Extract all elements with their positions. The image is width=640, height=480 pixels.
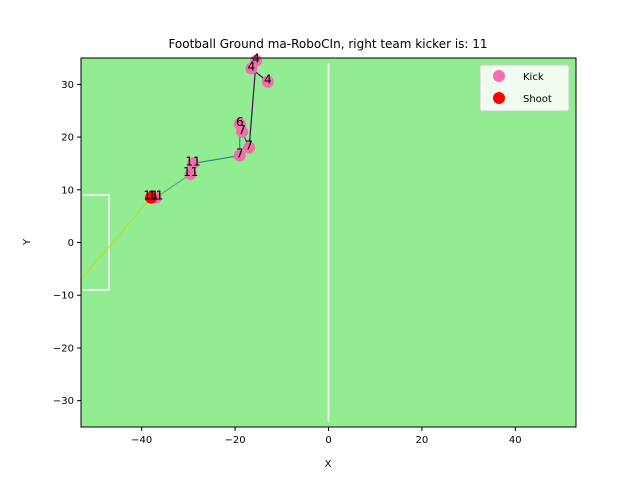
point-label-1: 4 (248, 60, 256, 74)
legend-shoot-marker (493, 92, 505, 104)
y-tick-label-1: −20 (53, 343, 74, 354)
kick-point-8 (184, 167, 197, 180)
point-label-2: 4 (252, 52, 260, 66)
kick-point-6 (233, 149, 246, 162)
point-label-8: 11 (183, 165, 198, 179)
point-label-7: 11 (185, 154, 200, 168)
x-tick-label-2: 0 (325, 435, 331, 446)
kick-point-0 (261, 75, 274, 88)
legend: Kick Shoot (479, 64, 570, 112)
x-axis-ticks: −40 −20 0 20 40 (131, 427, 522, 446)
point-label-9: 11 (148, 189, 163, 203)
y-tick-label-3: 0 (68, 238, 74, 249)
field-line-1 (83, 194, 110, 291)
trajectory-segment-2 (248, 60, 257, 148)
y-tick-label-2: −10 (53, 291, 74, 302)
trajectory-segment-6 (192, 154, 240, 165)
kick-point-3 (243, 141, 256, 154)
legend-kick-label: Kick (523, 72, 544, 83)
y-tick-label-4: 10 (61, 185, 74, 196)
x-tick-label-4: 40 (509, 435, 522, 446)
shoot-point-0 (145, 191, 158, 204)
x-axis-label: X (325, 459, 332, 470)
kick-point-7 (187, 157, 200, 170)
markers (145, 54, 274, 204)
y-axis-label: Y (22, 238, 33, 246)
y-tick-label-0: −30 (53, 396, 74, 407)
point-label-10: 11 (143, 189, 158, 203)
y-axis-ticks: −30 −20 −10 0 10 20 30 (53, 80, 81, 407)
kick-point-5 (233, 117, 246, 130)
x-tick-label-0: −40 (131, 435, 152, 446)
field-lines (83, 63, 330, 422)
point-label-5: 6 (236, 115, 244, 129)
trajectory-segment-10 (80, 197, 152, 280)
y-tick-label-6: 30 (61, 80, 74, 91)
point-label-4: 7 (238, 123, 246, 137)
x-tick-label-3: 20 (416, 435, 429, 446)
point-label-3: 7 (245, 139, 253, 153)
x-tick-label-1: −20 (225, 435, 246, 446)
chart-title: Football Ground ma-RoboCIn, right team k… (168, 37, 487, 51)
legend-shoot-label: Shoot (523, 94, 552, 105)
legend-kick-marker (493, 70, 505, 82)
trajectory-segment-8 (155, 173, 192, 199)
point-label-0: 4 (264, 73, 272, 87)
point-label-6: 7 (236, 147, 244, 161)
y-tick-label-5: 20 (61, 133, 74, 144)
